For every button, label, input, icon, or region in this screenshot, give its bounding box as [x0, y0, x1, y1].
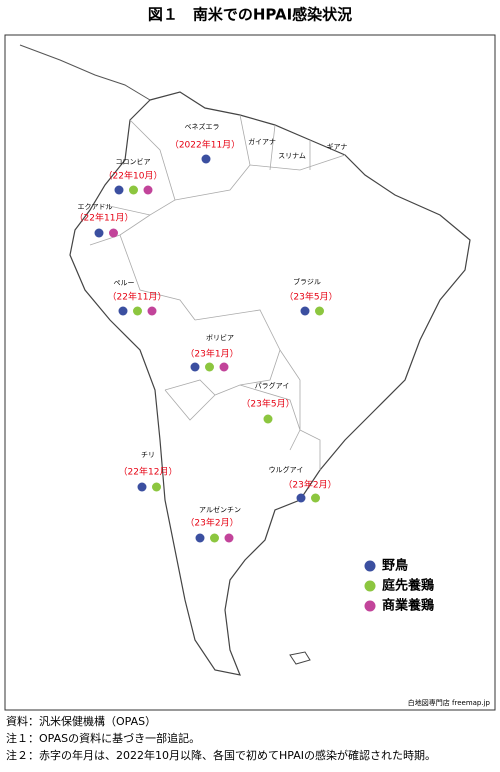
infection-dot	[205, 362, 214, 372]
country-name: エクアドル	[78, 203, 113, 211]
country-name: コロンビア	[116, 157, 151, 166]
infection-dot	[311, 493, 320, 503]
legend-marker	[364, 580, 376, 592]
infection-dot	[118, 306, 128, 316]
first-detection-date: （23年2月）	[185, 517, 238, 529]
first-detection-date: （2022年11月）	[170, 139, 240, 151]
credit: 白地図専門店 freemap.jp	[408, 698, 491, 707]
continent-outline	[69, 91, 471, 676]
islands	[289, 651, 311, 665]
note: 資料：汎米保健機構（OPAS）	[6, 714, 156, 728]
note: 注２：赤字の年月は、2022年10月以降、各国で初めてHPAIの感染が確認された…	[6, 748, 436, 762]
infection-dot	[143, 185, 153, 195]
infection-dot	[210, 533, 219, 543]
country-name: ペルー	[114, 279, 135, 287]
infection-dot	[94, 228, 104, 238]
note: 注１：OPASの資料に基づき一部追記。	[6, 731, 200, 745]
first-detection-date: （23年5月）	[241, 398, 294, 410]
infection-dot	[219, 362, 229, 372]
country-name: スリナム	[278, 152, 306, 160]
infection-dot	[315, 306, 324, 316]
legend-marker	[364, 560, 376, 572]
infection-dot	[300, 306, 310, 316]
first-detection-date: （23年2月）	[283, 479, 336, 491]
title: 図１ 南米でのHPAI感染状況	[148, 6, 352, 24]
country-borders	[89, 114, 346, 470]
legend-label: 野鳥	[382, 558, 408, 574]
infection-dot	[133, 306, 142, 316]
infection-dot	[152, 482, 161, 492]
first-detection-date: （22年10月）	[104, 170, 163, 182]
infection-dot	[147, 306, 157, 316]
infection-dot	[137, 482, 147, 492]
infection-dot	[129, 185, 138, 195]
country-name: ベネズエラ	[185, 122, 220, 131]
infection-dot	[195, 533, 205, 543]
central-america	[19, 44, 151, 101]
infection-dot	[109, 228, 118, 238]
country-name: ブラジル	[293, 277, 321, 286]
infection-dot	[190, 362, 200, 372]
infection-dot	[296, 493, 306, 503]
legend-label: 庭先養鶏	[382, 578, 434, 594]
country-name: ギアナ	[327, 143, 348, 151]
first-detection-date: （22年12月）	[119, 466, 178, 478]
country-name: パラグアイ	[255, 381, 290, 390]
infection-dot	[201, 154, 211, 164]
first-detection-date: （22年11月）	[75, 212, 134, 224]
country-name: ボリビア	[206, 333, 234, 342]
infection-dot	[263, 414, 273, 424]
infection-dot	[114, 185, 124, 195]
legend-marker	[364, 600, 376, 612]
country-name: チリ	[141, 451, 155, 459]
country-name: アルゼンチン	[199, 505, 241, 514]
first-detection-date: （23年1月）	[185, 348, 238, 360]
country-name: ウルグアイ	[269, 465, 304, 474]
infection-dot	[224, 533, 234, 543]
first-detection-date: （23年5月）	[284, 291, 337, 303]
country-name: ガイアナ	[248, 137, 276, 146]
first-detection-date: （22年11月）	[108, 291, 167, 303]
legend-label: 商業養鶏	[382, 598, 434, 614]
